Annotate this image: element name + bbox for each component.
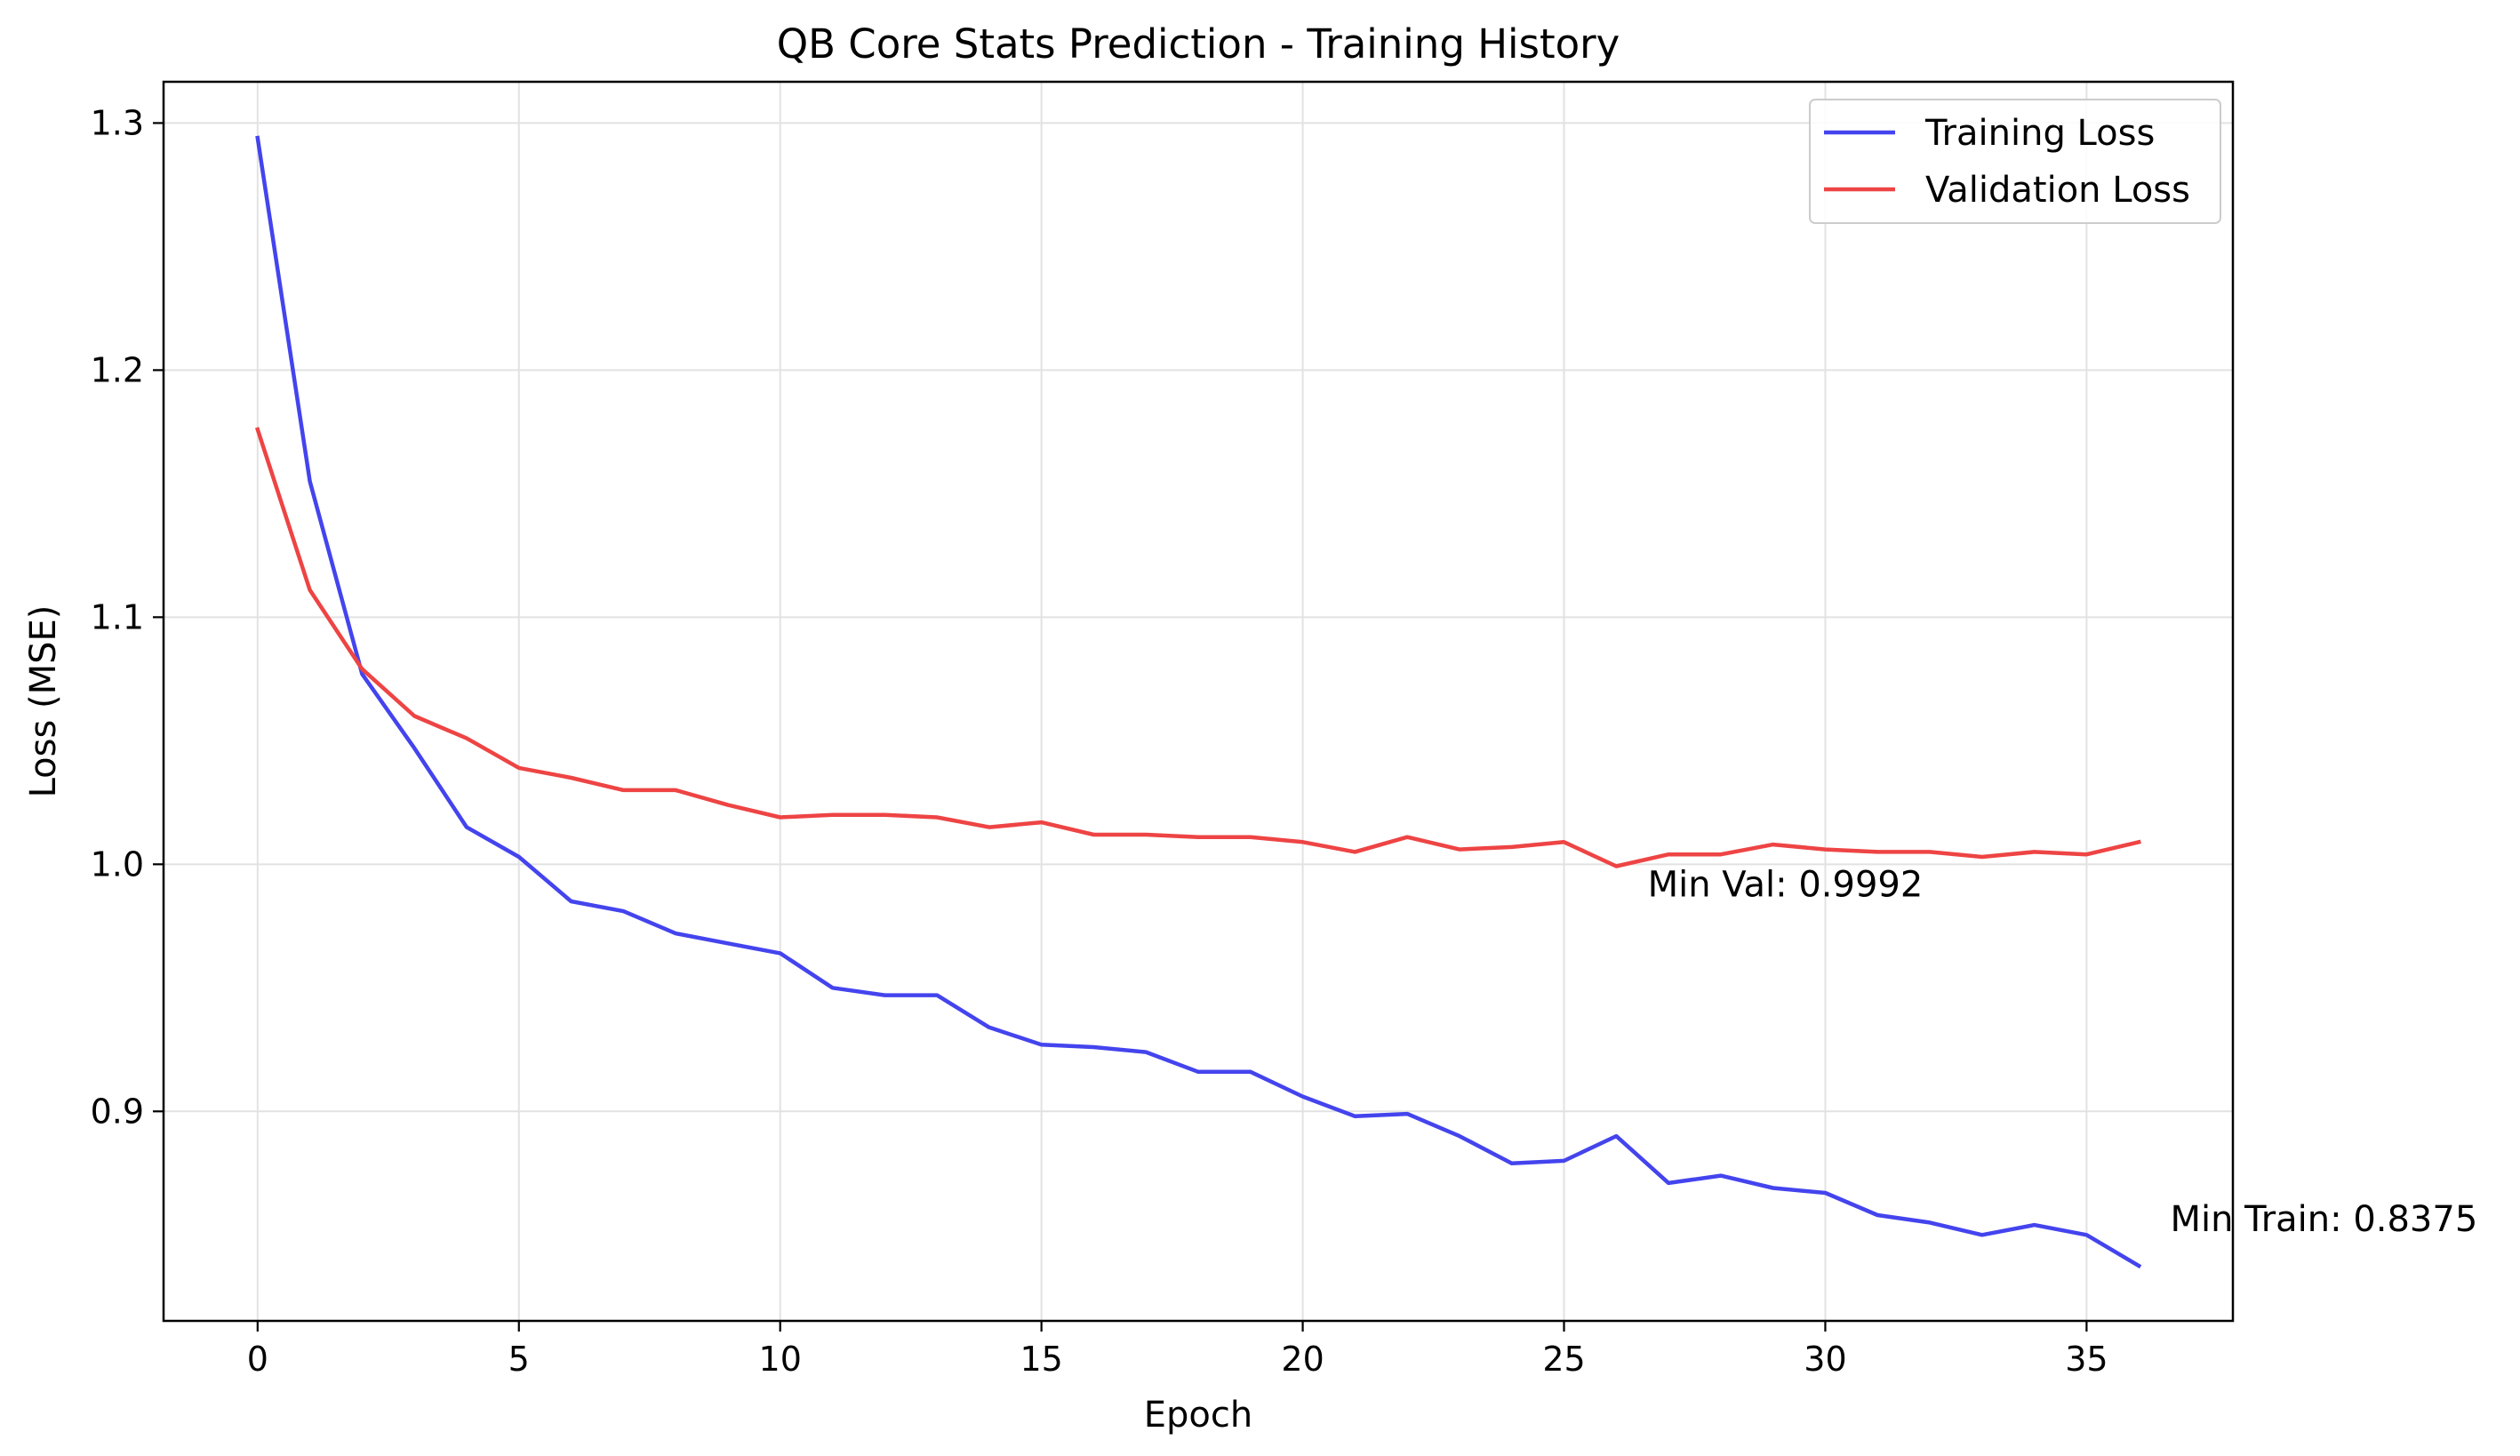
- x-tick-label-2: 10: [759, 1340, 802, 1379]
- legend-label-0: Training Loss: [1924, 113, 2155, 154]
- annotation-1: Min Train: 0.8375: [2170, 1199, 2477, 1240]
- x-tick-label-1: 5: [508, 1340, 530, 1379]
- grid: [164, 82, 2233, 1321]
- x-tick-label-0: 0: [247, 1340, 268, 1379]
- x-tick-label-4: 20: [1281, 1340, 1324, 1379]
- x-tick-label-6: 30: [1804, 1340, 1846, 1379]
- x-tick-label-3: 15: [1020, 1340, 1062, 1379]
- series-line-validation-loss: [254, 427, 2141, 868]
- legend: Training Loss Validation Loss: [1809, 99, 2221, 224]
- x-tick-label-5: 25: [1542, 1340, 1585, 1379]
- chart-title: QB Core Stats Prediction - Training Hist…: [777, 20, 1620, 68]
- series-lines: [254, 135, 2142, 1269]
- y-tick-label-3: 1.2: [91, 350, 144, 389]
- x-tick-label-7: 35: [2065, 1340, 2108, 1379]
- y-tick-label-1: 1.0: [91, 844, 144, 884]
- legend-label-1: Validation Loss: [1925, 170, 2190, 211]
- x-axis-label: Epoch: [1144, 1395, 1252, 1436]
- plot-frame: [162, 80, 2235, 1323]
- y-tick-label-0: 0.9: [91, 1092, 144, 1131]
- legend-box: [1809, 99, 2221, 224]
- y-tick-label-4: 1.3: [91, 103, 144, 142]
- annotations: Min Val: 0.9992 Min Train: 0.8375: [1648, 864, 2478, 1240]
- series-line-training-loss: [255, 135, 2142, 1269]
- x-axis-ticks: 0 5 10 15 20 25 30 35: [247, 1321, 2108, 1379]
- y-tick-label-2: 1.1: [91, 597, 144, 636]
- annotation-0: Min Val: 0.9992: [1648, 864, 1924, 905]
- y-axis-label: Loss (MSE): [23, 605, 64, 798]
- y-axis-ticks: 0.9 1.0 1.1 1.2 1.3: [91, 103, 164, 1131]
